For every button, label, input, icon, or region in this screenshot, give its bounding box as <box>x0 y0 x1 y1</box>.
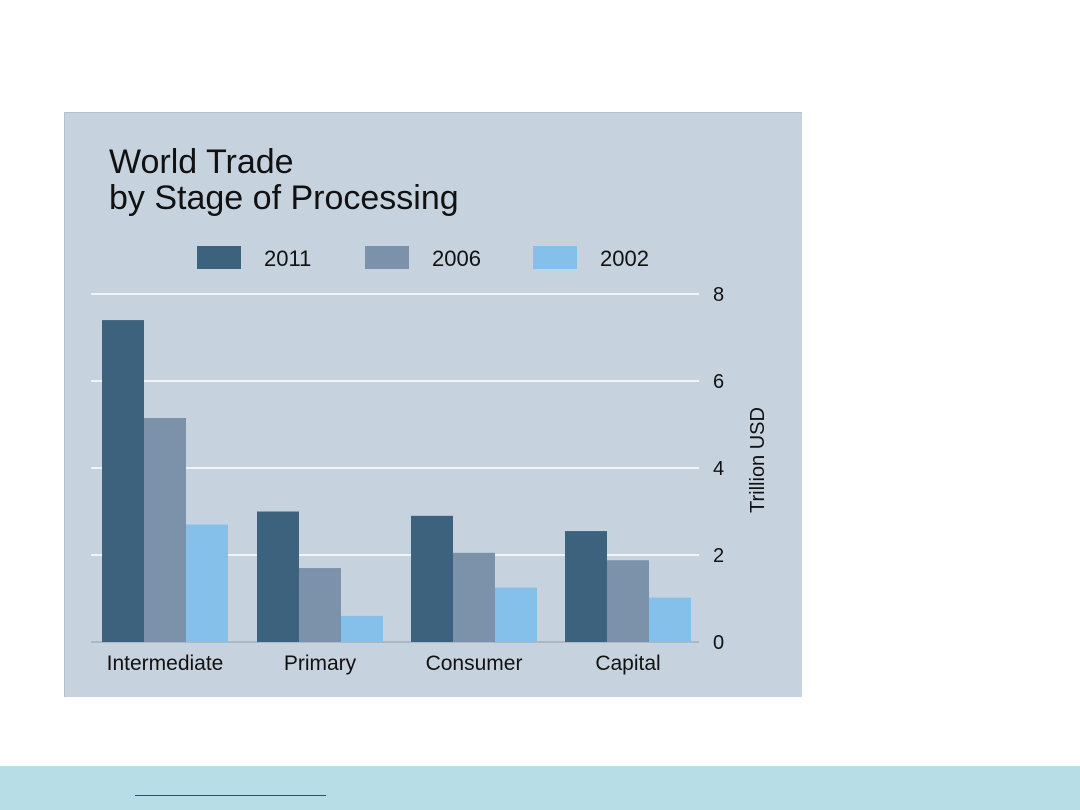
legend-label-2002: 2002 <box>600 246 649 271</box>
bar-intermediate-2011 <box>102 320 144 642</box>
legend-label-2011: 2011 <box>264 246 311 271</box>
y-tick-label-4: 4 <box>713 458 724 480</box>
bar-intermediate-2006 <box>144 417 186 642</box>
legend-swatch-2011 <box>197 246 241 269</box>
bar-capital-2002 <box>649 597 691 642</box>
legend-label-2006: 2006 <box>432 246 481 271</box>
legend: 2011 2006 2002 <box>197 246 649 271</box>
chart-title-line-2: by Stage of Processing <box>109 179 459 217</box>
footer-bar <box>0 766 1080 810</box>
bars <box>102 320 691 642</box>
legend-swatch-2006 <box>365 246 409 269</box>
chart-title-line-1: World Trade <box>109 143 294 181</box>
bar-primary-2006 <box>299 568 341 642</box>
bar-consumer-2002 <box>495 587 537 642</box>
bar-primary-2011 <box>257 511 299 642</box>
y-tick-label-0: 0 <box>713 632 724 654</box>
bar-primary-2002 <box>341 615 383 642</box>
y-axis-label: Trillion USD <box>747 407 769 513</box>
y-tick-label-2: 2 <box>713 545 724 567</box>
category-label-primary: Primary <box>284 652 357 675</box>
legend-swatch-2002 <box>533 246 577 269</box>
category-labels: Intermediate Primary Consumer Capital <box>107 652 661 675</box>
y-tick-label-6: 6 <box>713 371 724 393</box>
bar-consumer-2011 <box>411 515 453 642</box>
bar-capital-2006 <box>607 560 649 642</box>
category-label-intermediate: Intermediate <box>107 652 224 675</box>
bar-consumer-2006 <box>453 552 495 642</box>
footer-link-underline[interactable] <box>135 795 326 796</box>
bar-capital-2011 <box>565 531 607 642</box>
bar-intermediate-2002 <box>186 524 228 642</box>
category-label-consumer: Consumer <box>426 652 523 675</box>
y-tick-labels: 0 2 4 6 8 <box>713 284 724 654</box>
y-tick-label-8: 8 <box>713 284 724 306</box>
chart-svg: World Trade by Stage of Processing 2011 2… <box>91 143 769 675</box>
chart-panel: World Trade by Stage of Processing 2011 2… <box>64 112 802 697</box>
category-label-capital: Capital <box>595 652 660 675</box>
